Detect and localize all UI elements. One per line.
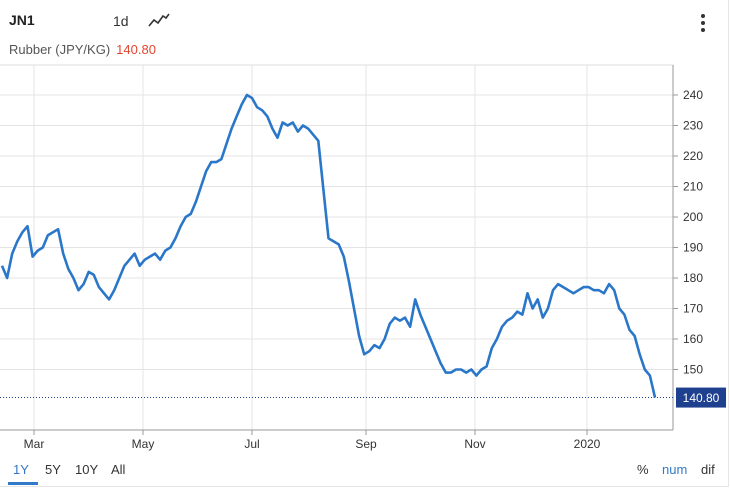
x-tick-label: Mar — [24, 437, 45, 451]
interval-selector[interactable]: 1d — [113, 13, 129, 29]
y-tick-label: 150 — [683, 363, 703, 377]
last-value-tag-label: 140.80 — [683, 391, 720, 405]
symbol-label: JN1 — [9, 12, 35, 28]
range-5y-button[interactable]: 5Y — [45, 462, 61, 477]
range-1y-button[interactable]: 1Y — [13, 462, 29, 477]
y-tick-label: 240 — [683, 88, 703, 102]
mode-dif-button[interactable]: dif — [701, 462, 715, 477]
x-tick-label: Jul — [244, 437, 259, 451]
price-series-line — [0, 93, 657, 398]
y-tick-label: 230 — [683, 119, 703, 133]
last-value-tag — [676, 387, 726, 408]
y-tick-label: 160 — [683, 332, 703, 346]
x-tick-label: 2020 — [574, 437, 601, 451]
y-tick-label: 180 — [683, 271, 703, 285]
last-price: 140.80 — [116, 42, 156, 57]
chart-subtitle: Rubber (JPY/KG) 140.80 — [9, 42, 156, 57]
y-tick-label: 220 — [683, 149, 703, 163]
range-selected-underline — [8, 482, 38, 485]
y-tick-label: 210 — [683, 180, 703, 194]
y-tick-label: 200 — [683, 210, 703, 224]
range-10y-button[interactable]: 10Y — [75, 462, 99, 477]
mode-percent-button[interactable]: % — [637, 462, 649, 477]
instrument-title: Rubber (JPY/KG) — [9, 42, 111, 57]
mode-num-button[interactable]: num — [662, 462, 688, 477]
more-vertical-icon[interactable] — [699, 14, 707, 38]
y-tick-label: 170 — [683, 302, 703, 316]
x-tick-label: Sep — [355, 437, 377, 451]
x-tick-label: May — [132, 437, 155, 451]
range-all-button[interactable]: All — [111, 462, 126, 477]
line-chart-icon[interactable] — [148, 12, 170, 28]
y-tick-label: 190 — [683, 241, 703, 255]
x-tick-label: Nov — [464, 437, 485, 451]
